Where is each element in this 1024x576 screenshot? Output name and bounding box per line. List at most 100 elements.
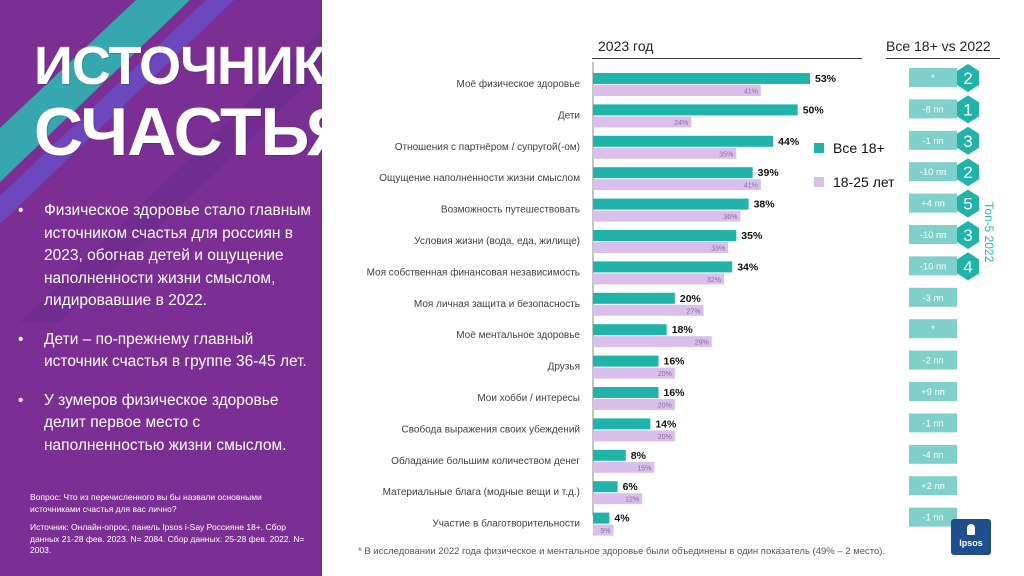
legend-swatch-all	[814, 143, 824, 153]
bar-all-18plus	[593, 104, 798, 116]
category-label: Моя личная защита и безопасность	[414, 298, 580, 310]
key-finding-text: Физическое здоровье стало главным источн…	[44, 202, 312, 309]
category-label: Возможность путешествовать	[441, 205, 580, 216]
comparison-badge	[909, 444, 957, 464]
rank-hexagon-icon	[957, 95, 979, 124]
rank-2022-value: 2	[963, 163, 972, 182]
rank-hexagon-icon	[957, 189, 979, 218]
comparison-badge	[909, 130, 957, 150]
category-label: Моя собственная финансовая независимость	[367, 266, 580, 278]
legend-label-young: 18-25 лет	[833, 174, 895, 190]
bar-all-18plus	[593, 73, 810, 84]
chart-header-year: 2023 год	[598, 38, 654, 54]
header-divider	[592, 58, 862, 59]
bar-18-25	[593, 399, 675, 410]
comparison-value: -10 пп	[920, 167, 947, 178]
bar-all-18plus	[593, 418, 651, 430]
comparison-value: *	[931, 73, 935, 84]
bar-all-18plus	[593, 355, 659, 367]
data-label-young: 41%	[744, 89, 758, 96]
bar-18-25	[593, 147, 737, 159]
bar-all-18plus	[593, 135, 774, 147]
rank-hexagon-icon	[957, 252, 979, 281]
bar-18-25	[593, 493, 643, 505]
survey-notes: Вопрос: Что из перечисленного вы бы назв…	[30, 492, 310, 564]
comparison-value: -2 пп	[922, 356, 943, 367]
bullet-icon: •	[18, 391, 24, 409]
category-label: Условия жизни (вода, еда, жилище)	[414, 236, 580, 247]
data-label-all: 6%	[623, 481, 639, 493]
category-label: Мои хобби / интересы	[477, 392, 580, 404]
category-label: Ощущение наполненности жизни смыслом	[379, 173, 580, 184]
decorative-stripes	[0, 0, 322, 322]
bar-18-25	[593, 273, 725, 285]
page-title-line-2: СЧАСТЬЯ	[34, 94, 322, 170]
rank-hexagon-icon	[957, 126, 979, 155]
bar-all-18plus	[593, 387, 659, 398]
data-label-all: 53%	[815, 73, 837, 85]
data-label-young: 15%	[637, 465, 651, 472]
bar-all-18plus	[593, 324, 667, 336]
comparison-value: *	[931, 324, 935, 335]
data-label-all: 14%	[655, 418, 677, 430]
comparison-value: -1 пп	[922, 136, 943, 147]
key-findings-list: • Физическое здоровье стало главным источ…	[16, 200, 316, 473]
comparison-badge	[909, 319, 957, 339]
bar-18-25	[593, 210, 741, 222]
comparison-badge	[909, 413, 957, 433]
key-finding-text: Дети – по-прежнему главный источник счас…	[44, 330, 307, 371]
data-label-all: 20%	[680, 293, 702, 305]
bullet-icon: •	[18, 330, 24, 348]
data-label-all: 18%	[672, 324, 694, 336]
data-label-young: 5%	[600, 528, 610, 535]
bar-18-25	[593, 242, 729, 253]
bar-18-25	[593, 85, 761, 96]
survey-question: Вопрос: Что из перечисленного вы бы назв…	[30, 492, 262, 514]
chart-header-compare: Все 18+ vs 2022	[886, 38, 991, 54]
category-label: Моё физическое здоровье	[457, 78, 581, 90]
key-finding-item: • Дети – по-прежнему главный источник сча…	[16, 329, 316, 374]
bar-all-18plus	[593, 449, 626, 461]
legend-item-all: Все 18+	[814, 140, 885, 156]
bar-all-18plus	[593, 481, 618, 493]
comparison-badge	[909, 99, 957, 119]
category-label: Обладание большим количеством денег	[391, 455, 580, 467]
rank-2022-value: 3	[963, 226, 972, 245]
key-finding-item: • У зумеров физическое здоровье делит пер…	[16, 390, 316, 458]
category-label: Участие в благотворительности	[432, 518, 580, 530]
data-label-all: 50%	[803, 104, 825, 116]
data-label-all: 16%	[664, 356, 686, 368]
data-label-young: 24%	[674, 120, 688, 127]
bar-all-18plus	[593, 292, 675, 304]
bar-18-25	[593, 430, 675, 442]
rank-hexagon-icon	[957, 221, 979, 249]
key-finding-text: У зумеров физическое здоровье делит перв…	[44, 391, 287, 454]
comparison-badge	[909, 350, 957, 370]
top5-axis-label: Топ-5 2022	[982, 202, 996, 263]
rank-2022-value: 4	[963, 257, 972, 276]
comparison-badge	[909, 507, 957, 527]
data-label-young: 32%	[707, 277, 721, 284]
comparison-value: +9 пп	[921, 387, 945, 398]
category-label: Отношения с партнёром / супругой(-ом)	[395, 142, 580, 153]
legend-label-all: Все 18+	[833, 140, 885, 156]
data-label-young: 33%	[711, 246, 725, 253]
category-label: Дети	[558, 110, 580, 121]
comparison-value: -1 пп	[922, 418, 943, 429]
bar-all-18plus	[593, 261, 733, 273]
bar-18-25	[593, 179, 761, 191]
bar-all-18plus	[593, 198, 749, 210]
bar-18-25	[593, 304, 704, 316]
footnote: * В исследовании 2022 года физическое и …	[358, 546, 886, 557]
comparison-value: +2 пп	[921, 481, 945, 492]
comparison-badge	[909, 225, 957, 244]
data-label-all: 35%	[741, 230, 763, 242]
comparison-value: -4 пп	[922, 450, 943, 461]
rank-2022-value: 2	[963, 69, 972, 88]
data-label-all: 34%	[737, 261, 759, 273]
data-label-young: 35%	[719, 151, 733, 158]
bar-18-25	[593, 367, 675, 379]
data-label-all: 8%	[631, 450, 647, 462]
bar-18-25	[593, 116, 692, 128]
comparison-badge	[909, 193, 957, 213]
